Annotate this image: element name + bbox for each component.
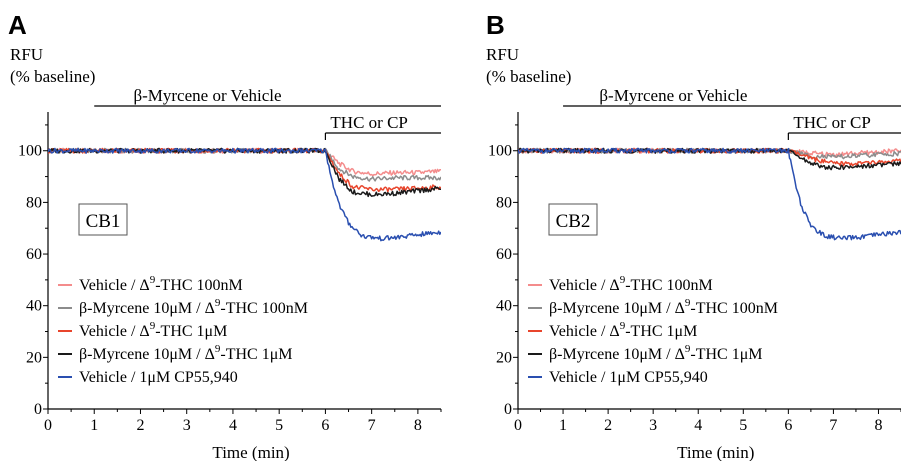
legend-text-main: β-Myrcene 10μM / Δ: [79, 346, 215, 363]
y-tick-label: 0: [34, 401, 42, 418]
x-tick-label: 6: [784, 417, 792, 434]
y-axis-label: RFU: [10, 45, 43, 64]
treatment-label-mid: THC or CP: [330, 113, 407, 132]
treatment-bars: β-Myrcene or Vehicle THC or CP: [94, 86, 441, 140]
x-tick-label: 7: [829, 417, 837, 434]
y-tick-label: 80: [26, 194, 42, 211]
legend-text-main: Vehicle / Δ: [79, 323, 150, 340]
chart-panel-b: B RFU (% baseline) 0 20 40 60 80 100 0 1 2 3 4 5 6 7 8 Tim…: [486, 10, 901, 461]
legend-entry: Vehicle / Δ9-THC 1μM: [549, 320, 697, 340]
y-tick-label: 60: [26, 246, 42, 263]
x-tick-label: 6: [321, 417, 329, 434]
receptor-box: [548, 203, 598, 236]
legend-text-tail: -THC 1μM: [625, 323, 697, 340]
receptor-box: [78, 203, 128, 236]
y-tick-label: 20: [26, 349, 42, 366]
series-group: [518, 147, 901, 241]
series-line: [48, 147, 441, 242]
legend-text-sup: 9: [685, 343, 691, 355]
series-line: [518, 147, 901, 171]
x-tick-label: 0: [514, 417, 522, 434]
legend-text-main: Vehicle / 1μM CP55,940: [549, 369, 708, 386]
legend-entry: Vehicle / Δ9-THC 100nM: [549, 274, 713, 294]
y-tick-label: 0: [504, 401, 512, 418]
legend-text-sup: 9: [685, 297, 691, 309]
x-tick-label: 8: [414, 417, 422, 434]
legend-text-sup: 9: [215, 297, 221, 309]
x-tick-label: 7: [368, 417, 376, 434]
panel-letter: A: [8, 10, 27, 40]
legend-text-sup: 9: [150, 320, 156, 332]
legend-text-tail: -THC 100nM: [690, 300, 778, 317]
x-axis-label: Time (min): [212, 443, 289, 461]
y-axis-label-sub: (% baseline): [486, 67, 571, 86]
series-line: [48, 147, 441, 193]
panel-letter: B: [486, 10, 505, 40]
y-tick-label: 60: [496, 246, 512, 263]
y-tick-label: 80: [496, 194, 512, 211]
receptor-label: CB2: [556, 211, 591, 232]
legend-text-main: Vehicle / Δ: [79, 277, 150, 294]
y-tick-label: 100: [18, 143, 42, 160]
legend-entry: Vehicle / 1μM CP55,940: [79, 369, 238, 386]
x-tick-label: 5: [739, 417, 747, 434]
y-tick-label: 100: [488, 143, 512, 160]
y-axis-label: RFU: [486, 45, 519, 64]
x-tick-label: 1: [90, 417, 98, 434]
legend-entry: β-Myrcene 10μM / Δ9-THC 1μM: [79, 343, 293, 363]
legend-text-main: Vehicle / Δ: [549, 277, 620, 294]
x-tick-label: 5: [275, 417, 283, 434]
series-line: [518, 147, 901, 241]
y-tick-label: 20: [496, 349, 512, 366]
x-tick-label: 2: [604, 417, 612, 434]
legend-entry: β-Myrcene 10μM / Δ9-THC 100nM: [79, 297, 308, 317]
treatment-label-top: β-Myrcene or Vehicle: [133, 86, 281, 105]
legend-entry: Vehicle / 1μM CP55,940: [549, 369, 708, 386]
chart-panel-a: A RFU (% baseline) 0 20 40 60 80 100 0 1 2 3 4 5 6 7 8 Tim…: [8, 10, 442, 461]
legend-text-main: β-Myrcene 10μM / Δ: [79, 300, 215, 317]
legend-entry: Vehicle / Δ9-THC 1μM: [79, 320, 227, 340]
y-axis-label-sub: (% baseline): [10, 67, 95, 86]
x-tick-label: 3: [183, 417, 191, 434]
x-tick-label: 3: [649, 417, 657, 434]
legend-text-sup: 9: [215, 343, 221, 355]
legend-text-tail: -THC 1μM: [155, 323, 227, 340]
x-axis-label: Time (min): [677, 443, 754, 461]
legend-text-sup: 9: [150, 274, 156, 286]
legend-text-tail: -THC 1μM: [220, 346, 292, 363]
legend-text-tail: -THC 1μM: [690, 346, 762, 363]
y-tick-label: 40: [496, 298, 512, 315]
x-tick-label: 0: [44, 417, 52, 434]
legend-text-tail: -THC 100nM: [625, 277, 713, 294]
legend-text-main: β-Myrcene 10μM / Δ: [549, 346, 685, 363]
x-tick-label: 1: [559, 417, 567, 434]
legend-text-tail: -THC 100nM: [220, 300, 308, 317]
x-tick-label: 2: [136, 417, 144, 434]
legend-entry: Vehicle / Δ9-THC 100nM: [79, 274, 243, 294]
legend-entry: β-Myrcene 10μM / Δ9-THC 100nM: [549, 297, 778, 317]
x-tick-label: 4: [694, 417, 702, 434]
treatment-label-top: β-Myrcene or Vehicle: [599, 86, 747, 105]
receptor-label: CB1: [86, 211, 121, 232]
x-tick-label: 4: [229, 417, 237, 434]
legend-text-tail: -THC 100nM: [155, 277, 243, 294]
legend-text-main: β-Myrcene 10μM / Δ: [549, 300, 685, 317]
legend-entry: β-Myrcene 10μM / Δ9-THC 1μM: [549, 343, 763, 363]
legend-text-sup: 9: [620, 274, 626, 286]
legend-text-main: Vehicle / Δ: [549, 323, 620, 340]
legend-text-sup: 9: [620, 320, 626, 332]
series-group: [48, 147, 441, 242]
x-tick-label: 8: [874, 417, 882, 434]
treatment-bars: β-Myrcene or Vehicle THC or CP: [563, 86, 901, 140]
treatment-label-mid: THC or CP: [793, 113, 870, 132]
legend-text-main: Vehicle / 1μM CP55,940: [79, 369, 238, 386]
y-tick-label: 40: [26, 298, 42, 315]
